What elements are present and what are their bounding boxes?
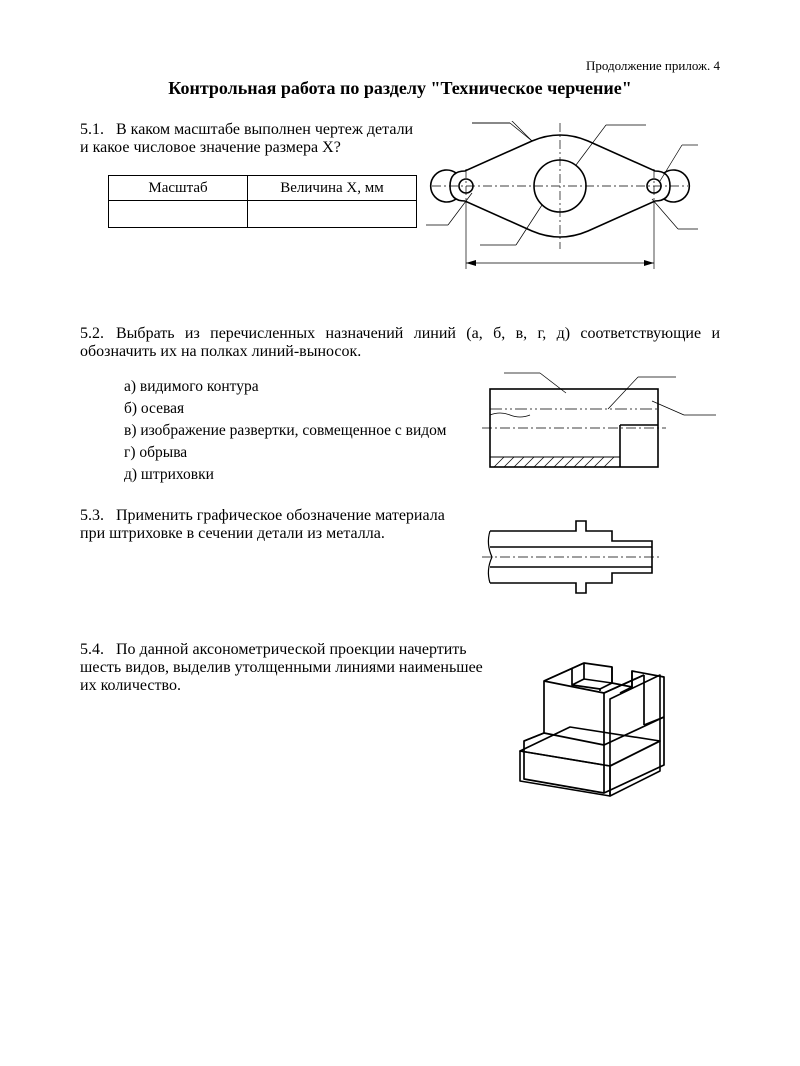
q52-text: Выбрать из перечисленных назначений лини…: [80, 325, 720, 360]
q52-options-column: а) видимого контура б) осевая в) изображ…: [80, 367, 470, 487]
q51-cell-x[interactable]: [248, 201, 417, 228]
q52-opt-a: а) видимого контура: [124, 377, 470, 398]
q51-number: 5.1.: [80, 121, 116, 139]
q53-text-column: 5.3.Применить графическое обозначение ма…: [80, 507, 450, 543]
q52-opt-v: в) изображение развертки, совмещенное с …: [124, 421, 470, 442]
q51-prompt: 5.1.В каком масштабе выполнен чертеж дет…: [80, 121, 420, 157]
q54-number: 5.4.: [80, 641, 116, 659]
question-5-3: 5.3.Применить графическое обозначение ма…: [80, 507, 720, 607]
q52-prompt: 5.2.Выбрать из перечисленных назначений …: [80, 325, 720, 361]
q51-col1-header: Масштаб: [109, 176, 248, 201]
q51-col2-header: Величина X, мм: [248, 176, 417, 201]
q51-text: В каком масштабе выполнен чертеж детали …: [80, 121, 413, 156]
page-title: Контрольная работа по разделу "Техническ…: [80, 78, 720, 99]
q52-opt-d: д) штриховки: [124, 465, 470, 486]
q53-text: Применить графическое обозначение матери…: [80, 507, 445, 542]
q52-opt-b: б) осевая: [124, 399, 470, 420]
q53-number: 5.3.: [80, 507, 116, 525]
section-part-svg: [480, 507, 670, 607]
isometric-block-svg: [500, 641, 680, 801]
q51-figure: [420, 121, 700, 301]
q54-text: По данной аксонометрической проекции нач…: [80, 641, 483, 694]
flange-drawing-svg: [420, 121, 700, 301]
question-5-4: 5.4.По данной аксонометрической проекции…: [80, 641, 720, 801]
q52-opt-g: г) обрыва: [124, 443, 470, 464]
question-5-2: 5.2.Выбрать из перечисленных назначений …: [80, 325, 720, 487]
q54-figure: [500, 641, 680, 801]
q51-text-column: 5.1.В каком масштабе выполнен чертеж дет…: [80, 121, 420, 228]
q52-number: 5.2.: [80, 325, 116, 343]
q51-answer-table: Масштаб Величина X, мм: [108, 175, 417, 228]
line-types-svg: [470, 367, 720, 487]
q52-figure: [470, 367, 720, 487]
q54-text-column: 5.4.По данной аксонометрической проекции…: [80, 641, 500, 695]
question-5-1: 5.1.В каком масштабе выполнен чертеж дет…: [80, 121, 720, 301]
q51-cell-scale[interactable]: [109, 201, 248, 228]
q53-figure: [450, 507, 670, 607]
continuation-header: Продолжение прилож. 4: [80, 58, 720, 74]
document-page: Продолжение прилож. 4 Контрольная работа…: [0, 0, 800, 865]
